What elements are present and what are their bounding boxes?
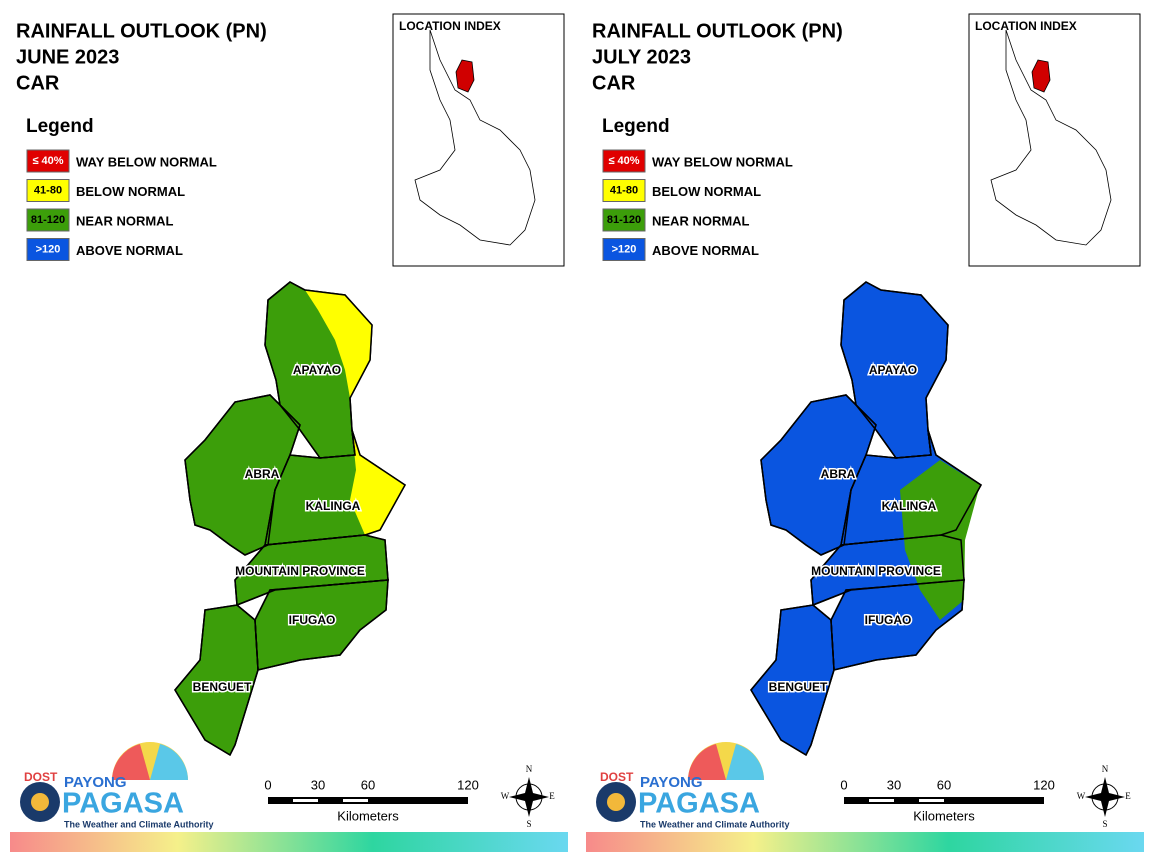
logo-agency: DOST xyxy=(24,770,58,784)
compass-letter: W xyxy=(501,791,510,801)
footer-strip xyxy=(10,832,568,852)
legend-label: WAY BELOW NORMAL xyxy=(652,154,793,169)
legend-label: NEAR NORMAL xyxy=(76,213,174,228)
outlook-zone xyxy=(350,430,405,535)
legend-swatch xyxy=(26,208,70,232)
footer-strip xyxy=(586,832,1144,852)
compass-star xyxy=(1085,777,1125,817)
province-border xyxy=(184,394,301,556)
legend-title: Legend xyxy=(26,116,94,137)
legend-range: 81-120 xyxy=(31,214,65,226)
province-border xyxy=(174,604,259,757)
province-label: APAYAO xyxy=(293,363,341,377)
legend-range: >120 xyxy=(36,243,61,255)
panel: RAINFALL OUTLOOK (PN) JULY 2023 CAR Legend ≤… xyxy=(586,13,1144,852)
province-label: APAYAO xyxy=(869,363,917,377)
compass-letter: N xyxy=(1102,764,1109,774)
logo-umbrella-right xyxy=(726,744,764,780)
logo-name: PAGASA xyxy=(62,788,184,820)
legend-label: NEAR NORMAL xyxy=(652,213,750,228)
legend-swatch xyxy=(26,179,70,202)
province-label: IFUGAO xyxy=(289,613,336,627)
legend-label: BELOW NORMAL xyxy=(652,184,761,199)
title-line: JUNE 2023 xyxy=(16,46,119,68)
philippines-outline xyxy=(990,29,1112,246)
province-label: ABRA xyxy=(821,467,856,481)
legend-label: ABOVE NORMAL xyxy=(652,243,759,258)
legend-title: Legend xyxy=(602,116,670,137)
legend-swatch xyxy=(602,238,646,261)
scale-tick-label: 0 xyxy=(264,777,271,792)
outlook-zone xyxy=(305,290,372,398)
scale-tick-label: 0 xyxy=(840,777,847,792)
logo-umbrella-right xyxy=(150,744,188,780)
logo-seal-inner xyxy=(607,793,625,811)
scale-bar-segment xyxy=(343,799,368,802)
legend-range: ≤ 40% xyxy=(608,155,639,167)
philippines-outline xyxy=(414,29,536,246)
logo-umbrella-left xyxy=(688,744,726,780)
scale-tick-label: 60 xyxy=(937,777,951,792)
scale-tick-label: 120 xyxy=(457,777,479,792)
compass-letter: N xyxy=(526,764,533,774)
title-line: JULY 2023 xyxy=(592,46,691,68)
province-label: IFUGAO xyxy=(865,613,912,627)
logo-agency: DOST xyxy=(600,770,634,784)
logo-name-top: PAYONG xyxy=(640,774,703,791)
province-border xyxy=(750,604,835,757)
legend-range: 41-80 xyxy=(610,184,638,196)
logo-seal-inner xyxy=(31,793,49,811)
legend-swatch xyxy=(602,149,646,173)
scale-unit: Kilometers xyxy=(913,808,975,823)
compass-letter: W xyxy=(1077,791,1086,801)
province-border xyxy=(760,394,877,556)
compass-letter: E xyxy=(1125,791,1131,801)
scale-tick-label: 120 xyxy=(1033,777,1055,792)
legend-swatch xyxy=(26,238,70,261)
province-label: MOUNTAIN PROVINCE xyxy=(811,564,941,578)
province-label: MOUNTAIN PROVINCE xyxy=(235,564,365,578)
logo-tagline: The Weather and Climate Authority xyxy=(64,819,214,829)
logo-umbrella-left xyxy=(112,744,150,780)
legend-label: WAY BELOW NORMAL xyxy=(76,154,217,169)
province-label: ABRA xyxy=(245,467,280,481)
scale-tick-label: 30 xyxy=(887,777,901,792)
title-line: RAINFALL OUTLOOK (PN) xyxy=(592,20,843,42)
compass-star xyxy=(509,777,549,817)
scale-bar-segment xyxy=(869,799,894,802)
scale-bar-segment xyxy=(919,799,944,802)
legend-label: ABOVE NORMAL xyxy=(76,243,183,258)
scale-tick-label: 60 xyxy=(361,777,375,792)
title-line: CAR xyxy=(592,72,636,94)
logo-name: PAGASA xyxy=(638,788,760,820)
car-highlight xyxy=(1031,59,1051,93)
scale-tick-label: 30 xyxy=(311,777,325,792)
location-index-title: LOCATION INDEX xyxy=(975,19,1077,33)
legend-range: ≤ 40% xyxy=(32,155,63,167)
legend-swatch xyxy=(26,149,70,173)
panel: RAINFALL OUTLOOK (PN) JUNE 2023 CAR Legend ≤… xyxy=(10,13,568,852)
legend-range: >120 xyxy=(612,243,637,255)
province-label: BENGUET xyxy=(193,680,252,694)
province-label: KALINGA xyxy=(306,499,361,513)
legend-label: BELOW NORMAL xyxy=(76,184,185,199)
car-highlight xyxy=(455,59,475,93)
province-label: KALINGA xyxy=(882,499,937,513)
legend-range: 41-80 xyxy=(34,184,62,196)
scale-unit: Kilometers xyxy=(337,808,399,823)
location-index-title: LOCATION INDEX xyxy=(399,19,501,33)
legend-range: 81-120 xyxy=(607,214,641,226)
compass-letter: S xyxy=(1102,819,1107,829)
legend-swatch xyxy=(602,208,646,232)
logo-name-top: PAYONG xyxy=(64,774,127,791)
title-line: CAR xyxy=(16,72,60,94)
legend-swatch xyxy=(602,179,646,202)
logo-tagline: The Weather and Climate Authority xyxy=(640,819,790,829)
compass-letter: E xyxy=(549,791,555,801)
title-line: RAINFALL OUTLOOK (PN) xyxy=(16,20,267,42)
province-label: BENGUET xyxy=(769,680,828,694)
scale-bar-segment xyxy=(293,799,318,802)
compass-letter: S xyxy=(526,819,531,829)
